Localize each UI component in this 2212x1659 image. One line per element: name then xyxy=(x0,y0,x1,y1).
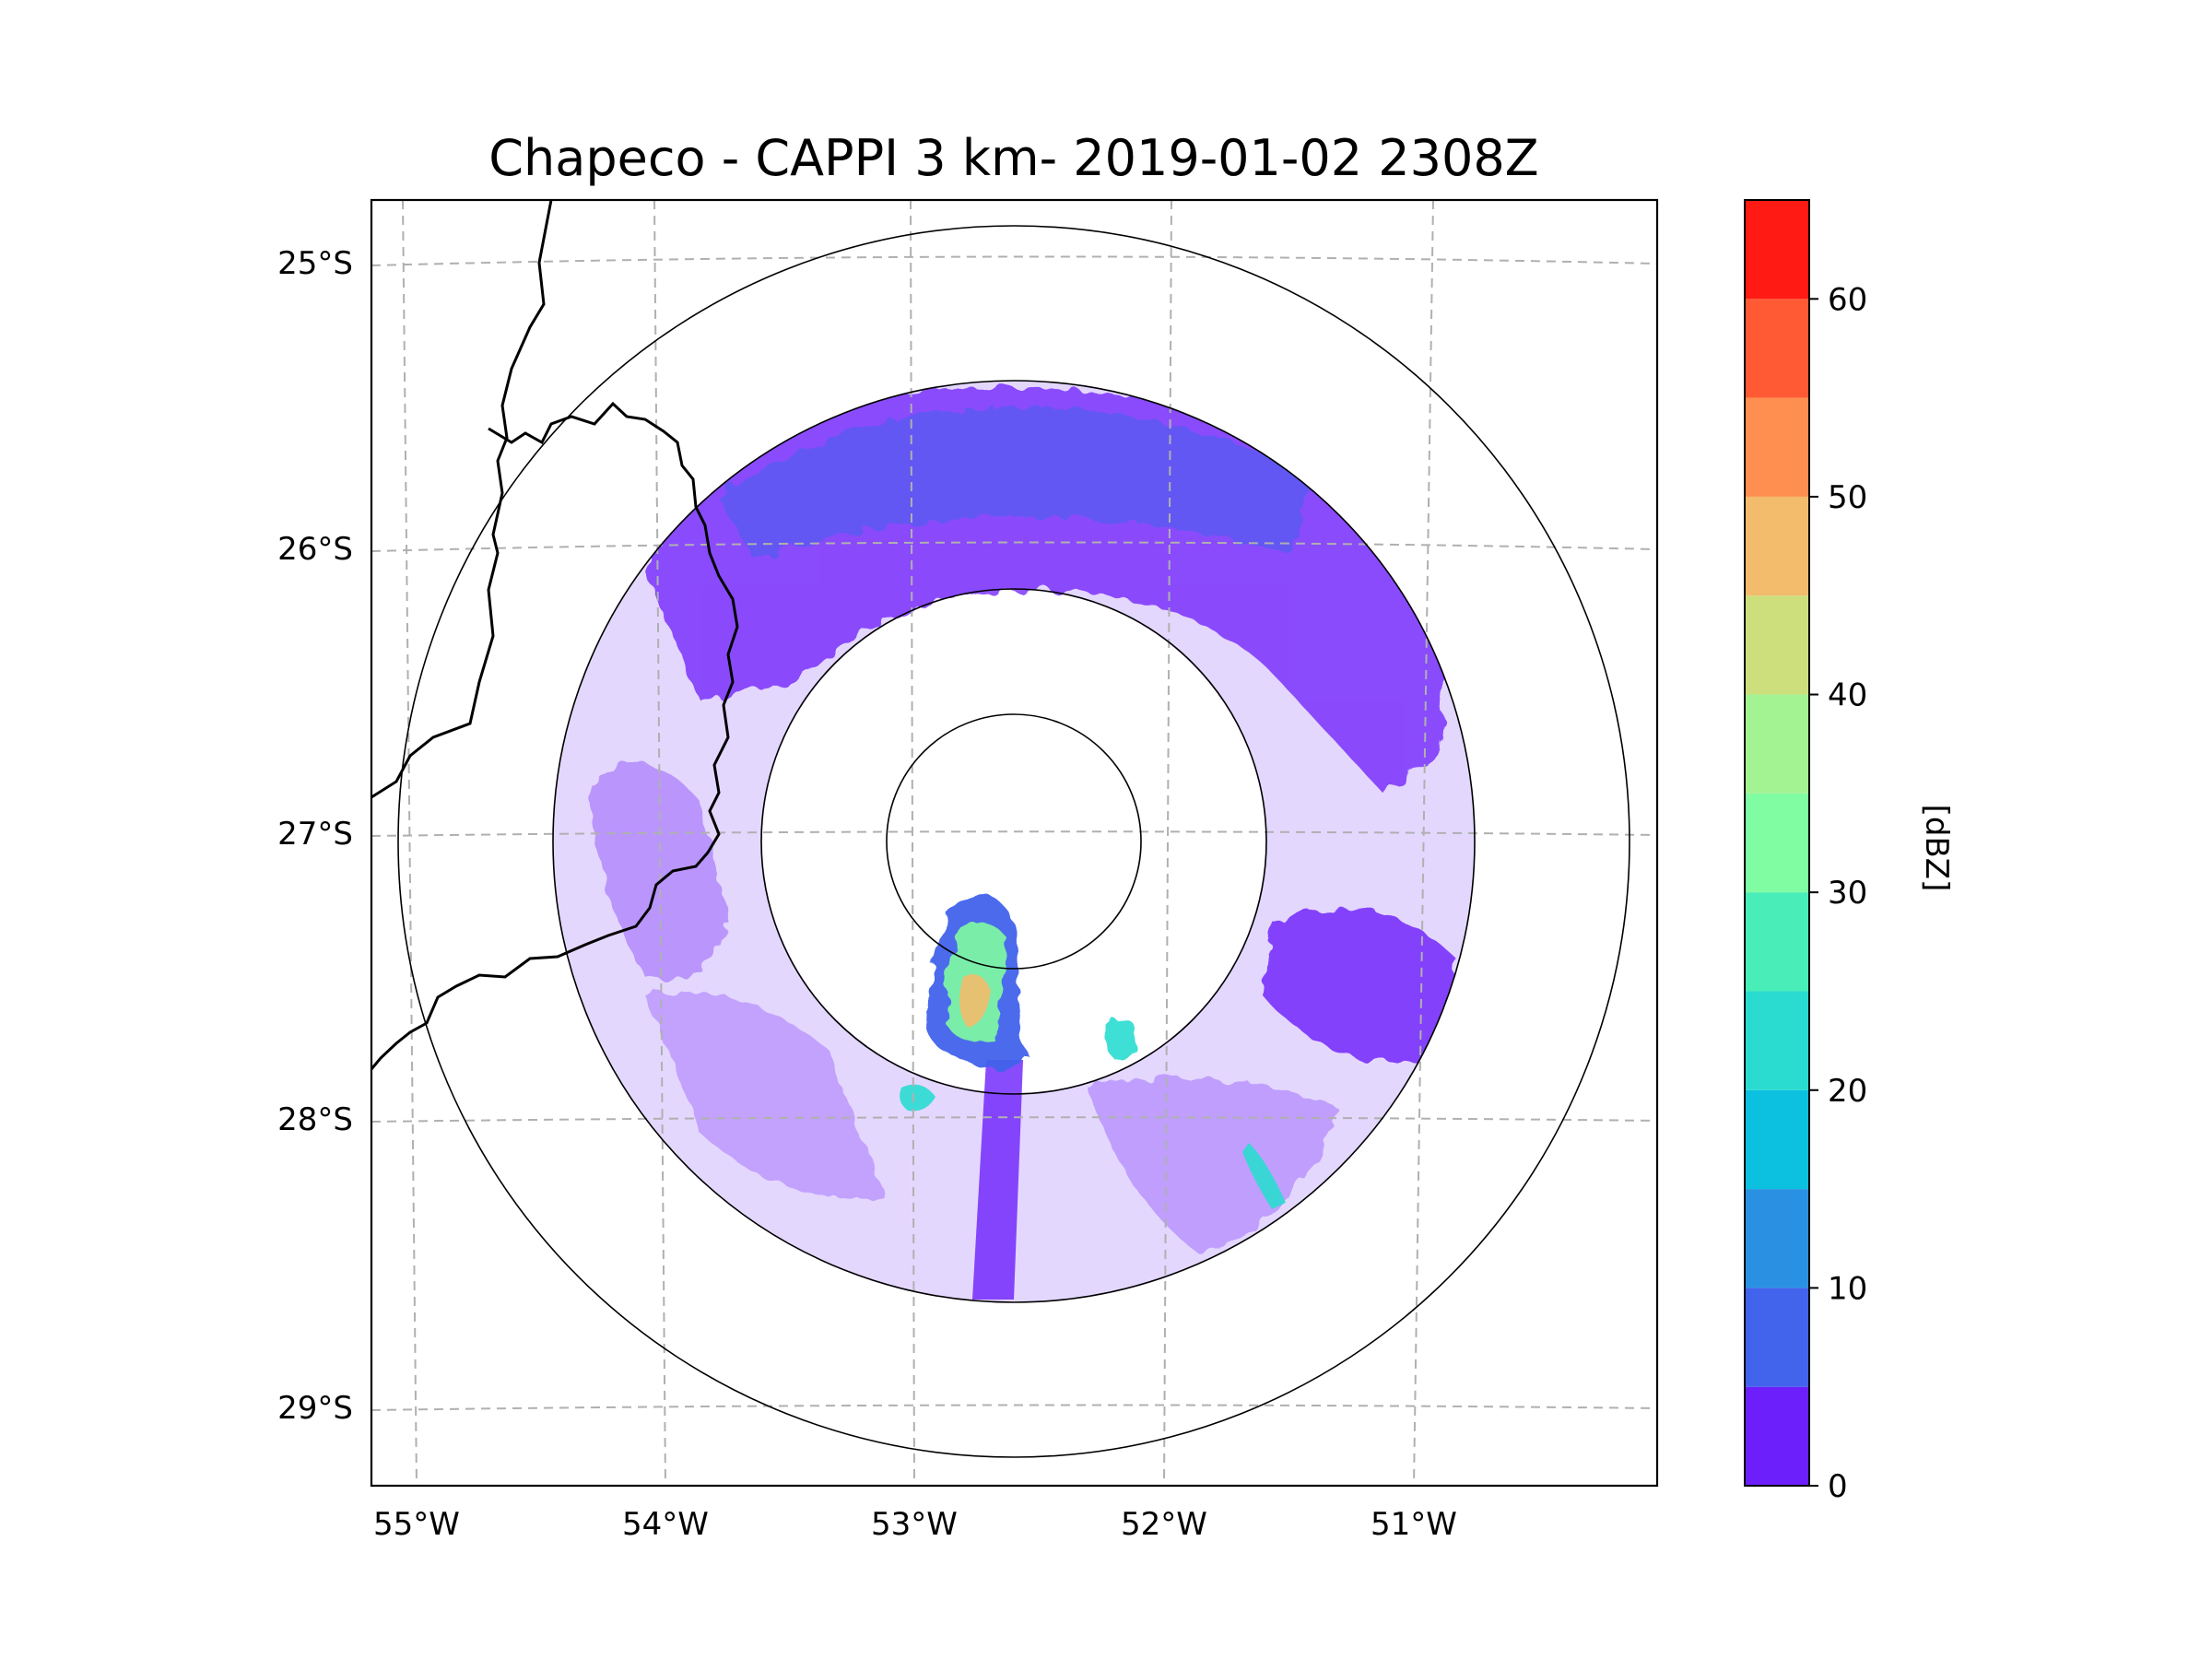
parallel-28s xyxy=(371,1116,1657,1123)
colorbar-band-30 xyxy=(1745,793,1809,893)
colorbar-band-35 xyxy=(1745,694,1809,794)
map-frame xyxy=(370,198,1659,1488)
colorbar-band-20 xyxy=(1745,991,1809,1090)
lon-tick-labels: 55°W 54°W 53°W 52°W 51°W xyxy=(373,1506,1457,1543)
colorbar-band-0 xyxy=(1745,1386,1809,1486)
echo-band-north-dense xyxy=(719,406,1309,562)
echo-scatter-southwest xyxy=(645,992,885,1200)
colorbar-tick-label-0: 0 xyxy=(1828,1468,1848,1505)
colorbar-tick-label-60: 60 xyxy=(1828,281,1867,318)
range-rings xyxy=(397,225,1630,1458)
map-panel xyxy=(371,200,1657,1486)
colorbar-tick-label-50: 50 xyxy=(1828,479,1867,516)
border-paraguay-argentina xyxy=(371,200,553,799)
colorbar-label: [dBZ] xyxy=(1918,805,1955,892)
range-ring-2 xyxy=(760,588,1267,1095)
lon-tick-52w: 52°W xyxy=(1121,1506,1207,1543)
colorbar-frame xyxy=(1744,199,1810,1487)
colorbar-band-55 xyxy=(1745,299,1809,398)
meridian-52w xyxy=(1163,200,1172,1486)
echo-scatter-southeast xyxy=(1088,1077,1336,1253)
lat-tick-28s: 28°S xyxy=(277,1101,353,1138)
lat-tick-25s: 25°S xyxy=(277,245,353,282)
colorbar-band-45 xyxy=(1745,496,1809,596)
colorbar-bands xyxy=(1745,200,1809,1486)
radar-echoes xyxy=(553,381,1475,1302)
lat-tick-26s: 26°S xyxy=(277,531,353,568)
echo-band-east xyxy=(1263,909,1456,1060)
echo-cell-far-southeast xyxy=(1242,1143,1286,1209)
map-title: Chapeco - CAPPI 3 km- 2019-01-02 2308Z xyxy=(488,129,1538,187)
graticule xyxy=(371,200,1657,1486)
lon-tick-51w: 51°W xyxy=(1371,1506,1457,1543)
echo-cell-east xyxy=(1104,1018,1138,1060)
lon-tick-53w: 53°W xyxy=(871,1506,958,1543)
meridian-53w xyxy=(910,200,915,1486)
echo-spoke-south xyxy=(972,1060,1023,1300)
lon-tick-55w: 55°W xyxy=(373,1506,460,1543)
range-ring-3 xyxy=(552,380,1476,1303)
lat-tick-29s: 29°S xyxy=(277,1390,353,1427)
echo-cell-main-core xyxy=(959,974,991,1028)
meridian-55w xyxy=(402,200,418,1486)
country-borders xyxy=(371,200,739,1070)
colorbar-tick-label-40: 40 xyxy=(1828,677,1867,714)
colorbar-band-15 xyxy=(1745,1089,1809,1190)
colorbar-band-50 xyxy=(1745,397,1809,497)
colorbar-band-40 xyxy=(1745,595,1809,695)
colorbar-tick-label-30: 30 xyxy=(1828,875,1867,912)
colorbar-band-60 xyxy=(1745,200,1809,300)
lon-tick-54w: 54°W xyxy=(622,1506,709,1543)
colorbar-band-25 xyxy=(1745,892,1809,992)
border-brazil-argentina xyxy=(371,401,739,1070)
meridian-51w xyxy=(1413,200,1434,1486)
echo-scatter-west xyxy=(590,764,728,981)
parallel-26s xyxy=(371,541,1657,552)
parallel-27s xyxy=(371,830,1657,837)
colorbar-ticks: 0 10 20 30 40 50 60 xyxy=(1809,281,1867,1505)
colorbar-band-5 xyxy=(1745,1288,1809,1387)
meridian-54w xyxy=(653,200,666,1486)
colorbar-tick-label-20: 20 xyxy=(1828,1073,1867,1110)
colorbar-band-10 xyxy=(1745,1189,1809,1288)
echo-cell-southwest xyxy=(900,1084,935,1112)
range-ring-1 xyxy=(886,713,1142,970)
range-ring-4 xyxy=(397,225,1630,1458)
lat-tick-labels: 25°S 26°S 27°S 28°S 29°S xyxy=(277,245,353,1427)
colorbar-tick-label-10: 10 xyxy=(1828,1270,1867,1307)
parallel-29s xyxy=(371,1404,1657,1411)
parallel-25s xyxy=(371,255,1657,266)
colorbar: 0 10 20 30 40 50 60 [dBZ] xyxy=(1744,199,1955,1505)
lat-tick-27s: 27°S xyxy=(277,816,353,853)
